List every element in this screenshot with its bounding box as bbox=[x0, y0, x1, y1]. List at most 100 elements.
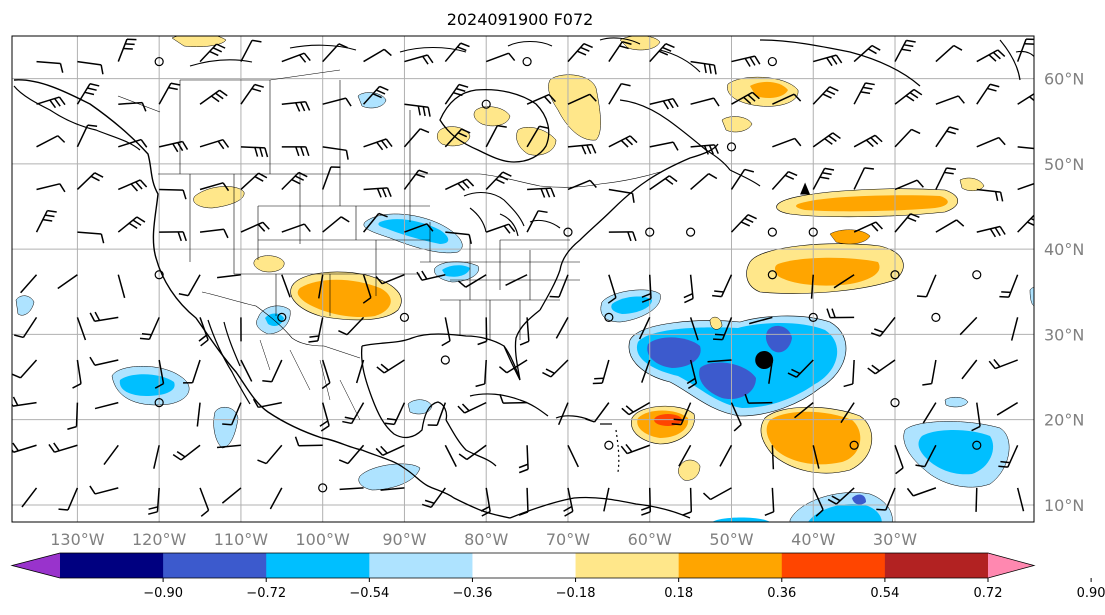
longitude-label: 30°W bbox=[873, 530, 917, 549]
wind-barb bbox=[363, 48, 392, 63]
wind-barb bbox=[139, 317, 160, 341]
wind-barb bbox=[999, 274, 1019, 298]
wind-barb bbox=[853, 134, 883, 148]
calm-wind-circle bbox=[890, 398, 900, 408]
wind-barb bbox=[916, 274, 937, 298]
wind-barb bbox=[810, 274, 814, 299]
wind-barb bbox=[67, 402, 79, 430]
wind-barb bbox=[894, 213, 920, 233]
south-america bbox=[509, 496, 691, 519]
wind-barb bbox=[608, 188, 635, 203]
wind-barb bbox=[444, 83, 469, 105]
wind-barb bbox=[870, 316, 896, 337]
anomaly-fill-midatl-orange bbox=[775, 257, 880, 286]
wind-barb bbox=[638, 317, 651, 340]
colorbar-segment bbox=[781, 553, 886, 578]
wind-barb bbox=[421, 487, 446, 509]
wind-barb bbox=[76, 83, 100, 105]
calm-wind-circle bbox=[154, 398, 164, 408]
wind-barb bbox=[976, 225, 1006, 238]
wind-barb bbox=[362, 274, 372, 304]
wind-barb bbox=[719, 444, 733, 467]
wind-barb bbox=[812, 132, 841, 148]
wind-barb bbox=[12, 396, 37, 407]
colorbar-tick-label: 0.90 bbox=[1077, 586, 1105, 601]
wind-barb bbox=[935, 219, 965, 233]
wind-barb bbox=[322, 97, 352, 107]
wind-barb bbox=[216, 444, 241, 449]
calm-wind-circle bbox=[726, 142, 737, 152]
colorbar-segment bbox=[60, 553, 164, 578]
wind-barb bbox=[321, 359, 331, 390]
latitude-label: 50°N bbox=[1044, 155, 1084, 174]
wind-barb bbox=[567, 42, 593, 63]
wind-barb bbox=[322, 43, 348, 63]
anomaly-fill-nm bbox=[253, 255, 285, 273]
map-frame bbox=[11, 35, 1035, 523]
calm-wind-circle bbox=[849, 440, 859, 450]
wind-barb bbox=[117, 216, 146, 233]
calm-wind-circle bbox=[972, 270, 982, 280]
wind-barb bbox=[240, 172, 268, 191]
wind-barb bbox=[621, 401, 651, 416]
latitude-label: 40°N bbox=[1044, 240, 1084, 259]
wind-barb bbox=[649, 141, 679, 151]
wind-barb bbox=[772, 93, 802, 105]
wind-barb bbox=[707, 359, 732, 363]
wind-barb bbox=[375, 274, 405, 285]
wind-barb bbox=[690, 173, 718, 191]
wind-barb bbox=[976, 49, 1006, 63]
calm-wind-circle bbox=[972, 440, 982, 450]
anomaly-fill-islands bbox=[678, 459, 701, 481]
east-coast bbox=[539, 143, 719, 311]
wind-barb bbox=[975, 487, 978, 512]
wind-barb bbox=[457, 274, 487, 288]
map-title: 2024091900 F072 bbox=[446, 10, 594, 29]
longitude-label: 90°W bbox=[382, 530, 426, 549]
calm-wind-circle bbox=[767, 56, 777, 67]
calm-wind-circle bbox=[399, 312, 410, 322]
anomaly-fill-midwest-blue bbox=[378, 219, 449, 244]
greenland bbox=[759, 39, 1021, 87]
wind-barb bbox=[445, 178, 475, 191]
wind-barb bbox=[935, 95, 965, 105]
wind-barb bbox=[894, 128, 921, 148]
wind-barb bbox=[894, 39, 916, 62]
wind-barb bbox=[178, 274, 201, 297]
wind-barb bbox=[475, 359, 487, 388]
wind-barb bbox=[827, 487, 855, 505]
wind-barb bbox=[971, 402, 981, 432]
cuba bbox=[469, 393, 549, 417]
colorbar-outline bbox=[10, 552, 1036, 579]
wind-barb bbox=[976, 136, 1006, 148]
markers-layer bbox=[755, 182, 811, 369]
wind-barb bbox=[308, 317, 324, 343]
wind-barb bbox=[959, 316, 978, 336]
wind-barb bbox=[441, 317, 451, 347]
wind-barb bbox=[833, 274, 855, 289]
wind-barb bbox=[76, 124, 98, 148]
wind-barb bbox=[362, 212, 388, 233]
wind-barb bbox=[148, 487, 160, 515]
wind-barb bbox=[458, 444, 487, 461]
cyclone-center-marker bbox=[755, 351, 774, 369]
longitude-label: 100°W bbox=[296, 530, 351, 549]
wind-barb bbox=[338, 316, 365, 336]
calm-wind-circle bbox=[563, 227, 573, 237]
wind-barb bbox=[485, 52, 516, 63]
wind-barb bbox=[12, 442, 37, 453]
anomaly-fill-cape-verde bbox=[959, 177, 985, 191]
wind-barb bbox=[620, 443, 650, 455]
wind-barb bbox=[322, 146, 349, 160]
wind-barb bbox=[20, 274, 38, 294]
wind-barb bbox=[281, 171, 308, 191]
wind-barb bbox=[787, 359, 814, 378]
wind-barb bbox=[935, 126, 959, 148]
calm-wind-circle bbox=[481, 99, 491, 109]
wind-barb bbox=[72, 359, 82, 389]
wind-barb bbox=[477, 317, 488, 346]
coastlines bbox=[13, 37, 1034, 519]
wind-barb bbox=[683, 274, 694, 304]
wind-barb bbox=[376, 359, 405, 374]
wind-barb bbox=[269, 487, 283, 510]
